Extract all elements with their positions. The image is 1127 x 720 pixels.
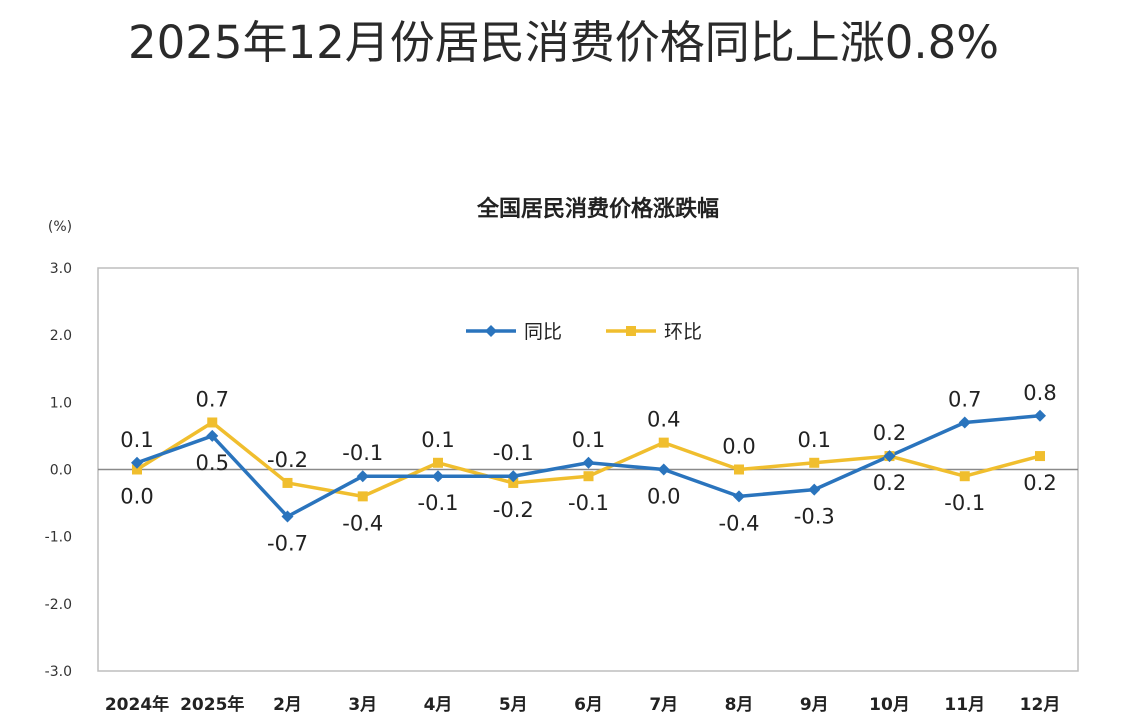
x-tick-label: 9月	[800, 695, 829, 715]
data-point-mom	[959, 471, 970, 482]
legend-label-mom: 环比	[664, 321, 702, 343]
legend-label-yoy: 同比	[524, 321, 562, 343]
data-label-mom: -0.1	[568, 491, 609, 515]
data-labels-group: 0.1 0.0 0.5 0.7 -0.7 -0.2 -0.1 -0.4 -0.1 0.1 -0.1 -…	[120, 381, 1056, 556]
data-label-mom: -0.1	[944, 491, 985, 515]
data-point-yoy	[808, 483, 821, 496]
data-point-mom	[658, 437, 669, 448]
page-headline: 2025年12月份居民消费价格同比上涨0.8%	[127, 16, 1000, 69]
x-tick-label: 2024年	[105, 694, 169, 715]
data-label-mom: 0.1	[421, 428, 454, 452]
y-tick-label: -3.0	[45, 664, 72, 680]
y-tick-label: 1.0	[50, 395, 72, 411]
data-point-yoy	[582, 456, 595, 469]
data-point-yoy	[733, 490, 745, 503]
data-label-mom: 0.0	[120, 485, 153, 509]
data-label-yoy: -0.1	[493, 441, 534, 465]
x-tick-label: 10月	[869, 695, 910, 715]
x-tick-label: 3月	[348, 695, 377, 715]
y-tick-label: 0.0	[50, 463, 72, 479]
data-point-mom	[433, 457, 443, 468]
x-tick-label: 2025年	[180, 694, 244, 715]
x-axis: 2024年 2025年 2月 3月 4月 5月 6月 7月 8月 9月 10月 11月 12月	[105, 694, 1061, 715]
legend-marker-yoy	[485, 325, 497, 337]
x-tick-label: 7月	[649, 695, 678, 715]
data-label-yoy: -0.7	[267, 532, 308, 556]
data-point-mom	[207, 417, 218, 428]
data-label-yoy: 0.0	[647, 485, 680, 509]
chart-title: 全国居民消费价格涨跌幅	[476, 196, 719, 222]
y-tick-label: -1.0	[45, 530, 72, 546]
data-label-yoy: 0.1	[572, 428, 605, 452]
data-label-yoy: -0.1	[418, 491, 459, 515]
legend-marker-mom	[626, 326, 636, 336]
data-point-yoy	[131, 456, 143, 469]
y-axis-unit-label: (%)	[48, 219, 72, 235]
data-point-mom	[282, 477, 293, 488]
data-label-mom: -0.4	[342, 511, 383, 535]
data-label-mom: 0.0	[722, 435, 755, 459]
y-tick-label: 3.0	[50, 261, 72, 277]
x-tick-label: 8月	[725, 695, 754, 715]
data-point-mom	[1035, 451, 1045, 462]
data-label-yoy: 0.1	[120, 428, 153, 452]
data-label-yoy: 0.8	[1023, 381, 1056, 405]
data-point-mom	[508, 477, 519, 488]
data-point-mom	[132, 464, 142, 475]
y-tick-label: 2.0	[50, 328, 72, 344]
data-point-yoy	[507, 470, 520, 483]
data-point-mom	[734, 464, 744, 475]
data-label-yoy: 0.7	[948, 387, 981, 411]
x-tick-label: 12月	[1020, 695, 1061, 715]
x-tick-label: 4月	[424, 695, 453, 715]
data-point-yoy	[883, 450, 896, 463]
data-point-mom	[583, 471, 594, 482]
data-label-mom: -0.2	[267, 448, 308, 472]
data-label-yoy: 0.2	[873, 421, 906, 445]
data-point-mom	[809, 457, 820, 468]
data-label-yoy: 0.5	[196, 451, 229, 475]
chart-legend: 同比 环比	[466, 321, 702, 343]
data-point-yoy	[657, 463, 670, 476]
y-axis: 3.0 2.0 1.0 0.0 -1.0 -2.0 -3.0	[45, 261, 72, 680]
data-label-mom: 0.2	[1023, 471, 1056, 495]
data-point-yoy	[281, 510, 294, 523]
x-tick-label: 5月	[499, 695, 528, 715]
y-tick-label: -2.0	[45, 597, 72, 613]
series-group	[131, 409, 1046, 523]
data-point-yoy	[958, 416, 971, 429]
data-label-yoy: -0.3	[794, 505, 835, 529]
data-point-yoy	[1034, 409, 1046, 422]
data-label-mom: 0.7	[196, 387, 229, 411]
x-tick-label: 2月	[273, 695, 302, 715]
data-label-yoy: -0.1	[342, 441, 383, 465]
data-label-mom: 0.4	[647, 408, 680, 432]
data-point-yoy	[206, 429, 219, 442]
data-label-mom: 0.2	[873, 471, 906, 495]
data-label-mom: -0.2	[493, 498, 534, 522]
data-point-mom	[357, 491, 368, 502]
x-tick-label: 11月	[944, 695, 985, 715]
data-point-yoy	[356, 470, 369, 483]
data-label-mom: 0.1	[798, 428, 831, 452]
data-point-yoy	[432, 470, 444, 483]
data-label-yoy: -0.4	[719, 511, 760, 535]
x-tick-label: 6月	[574, 695, 603, 715]
